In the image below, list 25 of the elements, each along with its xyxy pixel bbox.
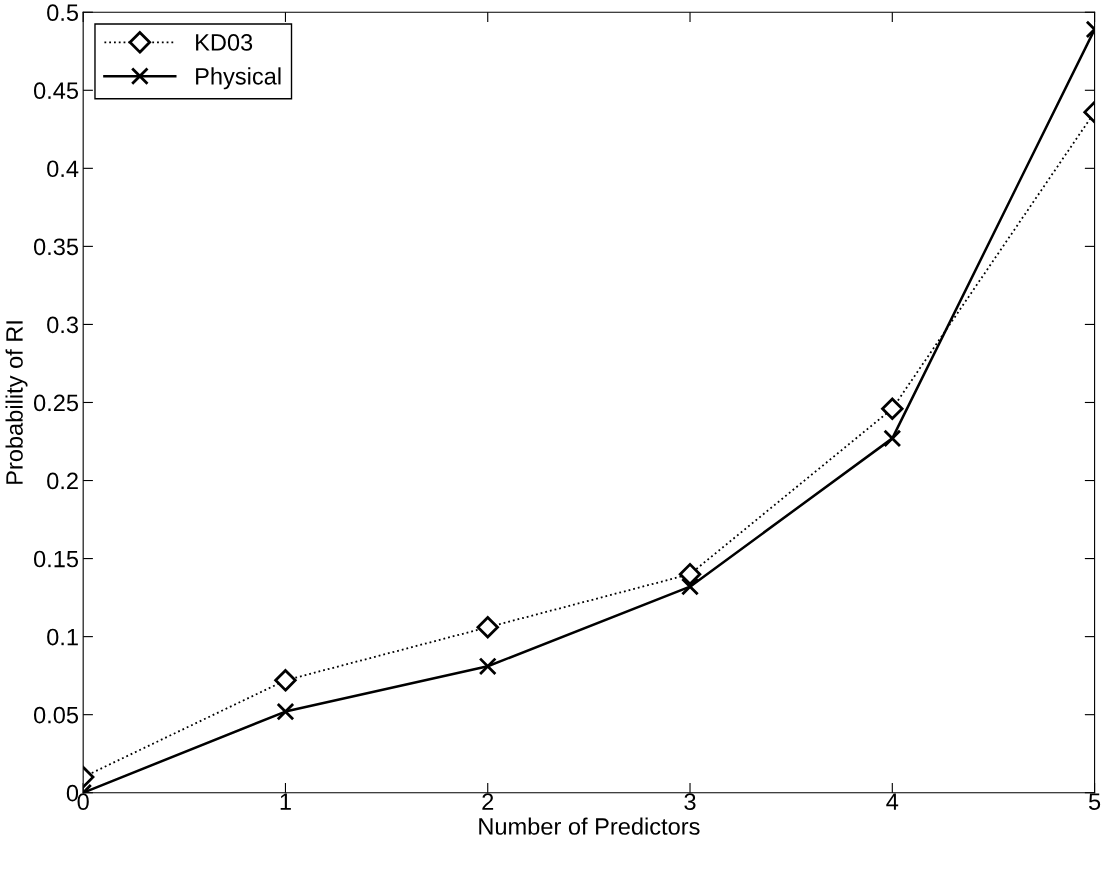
y-tick-label: 0.35 [33,238,79,256]
y-tick-label: 0.3 [47,316,78,334]
y-tick-label: 0.4 [47,160,79,178]
x-tick-label: 5 [1088,793,1101,811]
point [678,562,702,586]
point [274,669,297,692]
y-tick-label: 0.05 [33,706,79,724]
x-tick-label: 1 [280,793,291,810]
y-tick-label: 0.25 [33,394,79,412]
x-axis-title: Number of Predictors [479,817,700,835]
y-tick-label: 0.15 [33,550,79,568]
x-tick-label: 2 [482,793,494,810]
point [680,577,700,596]
point [276,702,295,721]
x-tick-label: 3 [684,793,696,811]
y-tick-label: 0.45 [33,82,79,100]
y-tick-label: 0.2 [47,472,78,490]
legend-label: KD03 [196,34,253,51]
x-tick-label: 4 [886,793,899,810]
point [478,657,497,676]
y-axis-title: Probability of RI [5,321,28,484]
legend-label: Physical [196,67,281,90]
y-tick-label: 0.5 [47,4,79,22]
y-tick-label: 0.1 [47,628,78,646]
point [476,616,499,639]
